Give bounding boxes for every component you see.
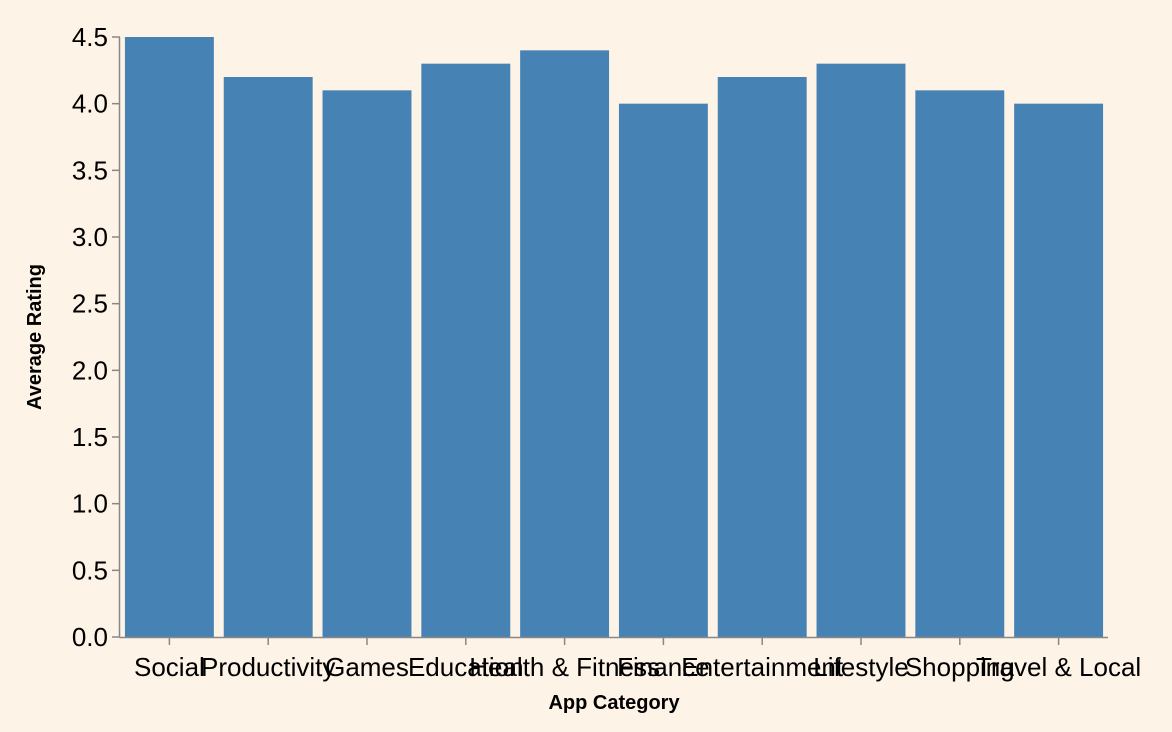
x-axis-title: App Category [548, 692, 680, 714]
x-tick-label: Social [134, 652, 205, 682]
bar[interactable] [717, 77, 807, 637]
bar-series [124, 37, 1104, 638]
y-tick-label: 4.0 [72, 89, 108, 119]
bar[interactable] [520, 50, 610, 638]
x-tick-label: Lifestyle [813, 652, 908, 682]
x-tick-label: Shopping [905, 652, 1015, 682]
x-tick-label: Travel & Local [976, 652, 1141, 682]
bar[interactable] [223, 77, 313, 637]
y-tick-label: 3.0 [72, 222, 108, 252]
bar[interactable] [1014, 103, 1104, 637]
x-tick-label: Finance [617, 652, 710, 682]
y-tick-label: 0.0 [72, 622, 108, 652]
y-tick-label: 1.5 [72, 422, 108, 452]
y-tick-label: 1.0 [72, 489, 108, 519]
bar[interactable] [915, 90, 1005, 638]
x-tick-label: Entertainment [681, 652, 844, 682]
y-tick-label: 2.0 [72, 355, 108, 385]
x-tick-label: Health & Fitness [469, 652, 660, 682]
x-tick-label: Productivity [201, 652, 335, 682]
y-tick-label: 2.5 [72, 289, 108, 319]
bar[interactable] [421, 63, 511, 637]
bar[interactable] [618, 103, 708, 637]
bar[interactable] [322, 90, 412, 638]
x-tick-label: Games [325, 652, 409, 682]
y-tick-label: 4.5 [72, 22, 108, 52]
y-axis-title: Average Rating [24, 264, 46, 410]
bar[interactable] [816, 63, 906, 637]
y-axis: 0.0 0.5 1.0 1.5 2.0 2.5 3.0 3.5 4.0 4.5 [72, 22, 120, 652]
bar[interactable] [124, 37, 214, 637]
y-tick-label: 0.5 [72, 555, 108, 585]
y-tick-label: 3.5 [72, 155, 108, 185]
x-tick-label: Education [408, 652, 524, 682]
